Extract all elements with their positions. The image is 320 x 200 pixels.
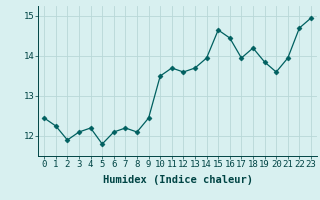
X-axis label: Humidex (Indice chaleur): Humidex (Indice chaleur) xyxy=(103,175,252,185)
